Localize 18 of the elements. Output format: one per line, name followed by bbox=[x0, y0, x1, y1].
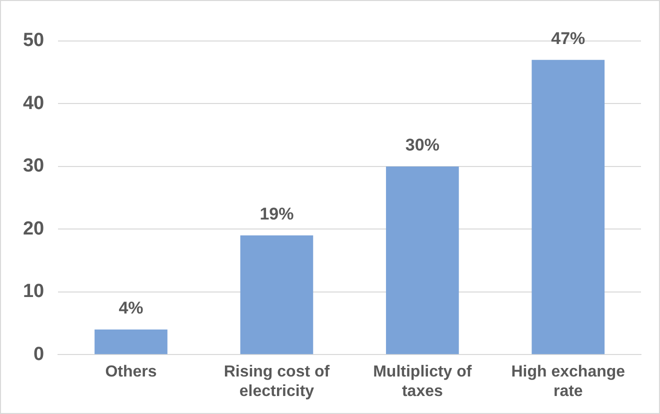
bar bbox=[532, 60, 605, 354]
x-tick-label: Rising cost of electricity bbox=[224, 364, 330, 400]
y-tick-label: 40 bbox=[22, 92, 44, 114]
bar bbox=[240, 235, 314, 354]
y-tick-label: 10 bbox=[22, 281, 44, 302]
y-tick-label: 0 bbox=[34, 344, 44, 365]
y-tick-label: 50 bbox=[22, 30, 44, 52]
data-label: 19% bbox=[260, 204, 294, 224]
y-tick-label: 30 bbox=[22, 156, 44, 177]
data-label: 47% bbox=[551, 29, 586, 48]
x-tick-label: Others bbox=[105, 364, 157, 381]
data-label: 4% bbox=[118, 298, 144, 318]
bar bbox=[94, 330, 168, 354]
x-tick-label: Multiplicty of taxes bbox=[373, 364, 472, 400]
x-tick-label: High exchange rate bbox=[511, 364, 626, 400]
y-tick-label: 20 bbox=[22, 218, 44, 240]
data-label: 30% bbox=[405, 136, 440, 155]
bar bbox=[386, 166, 459, 354]
